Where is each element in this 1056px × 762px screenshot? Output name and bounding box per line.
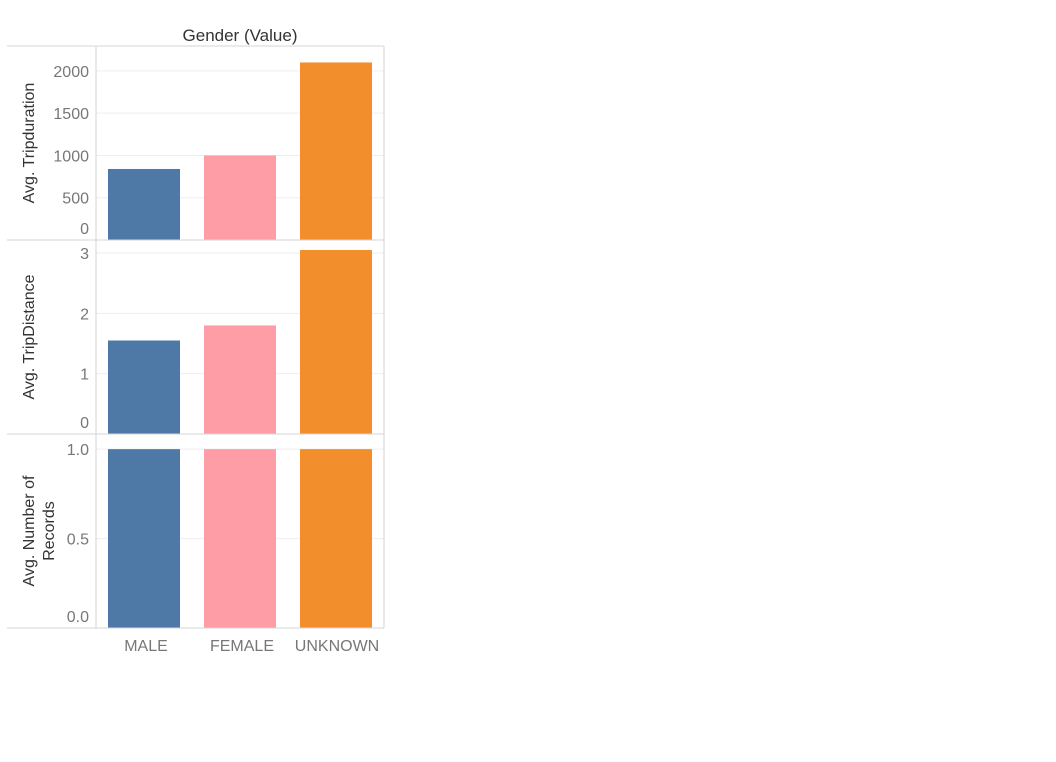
y-tick-label: 0 (80, 221, 89, 238)
x-tick-label-male: MALE (124, 638, 168, 655)
category-axis-labels: MALE FEMALE UNKNOWN (124, 638, 379, 655)
y-tick-label: 2 (80, 306, 89, 323)
column-header-title: Gender (Value) (183, 26, 298, 45)
y-tick-label: 0.5 (67, 532, 89, 549)
bar-unknown[interactable] (300, 250, 372, 434)
y-axis-title: Avg. Number of (21, 475, 38, 586)
y-tick-label: 500 (62, 191, 89, 208)
x-tick-label-unknown: UNKNOWN (295, 638, 379, 655)
bar-unknown[interactable] (300, 449, 372, 628)
y-tick-label: 1000 (53, 148, 89, 165)
y-tick-label: 1500 (53, 106, 89, 123)
y-tick-label: 1.0 (67, 442, 89, 459)
y-tick-label: 3 (80, 246, 89, 263)
y-tick-label: 2000 (53, 64, 89, 81)
bar-female[interactable] (204, 325, 276, 434)
y-axis-title: Records (41, 501, 58, 561)
x-tick-label-female: FEMALE (210, 638, 274, 655)
y-axis-title: Avg. Tripduration (21, 83, 38, 204)
panel-2: 0 1 2 3 Avg. TripDistance (7, 240, 385, 435)
y-tick-label: 0.0 (67, 609, 89, 626)
panel-1: 0 500 1000 1500 2000 Avg. Tripduration (7, 45, 385, 241)
bar-male[interactable] (108, 168, 180, 240)
bar-female[interactable] (204, 449, 276, 628)
chart-panels: 0 500 1000 1500 2000 Avg. Tripduration 0 1 2 3 Avg… (7, 45, 385, 629)
y-axis-title: Avg. TripDistance (21, 274, 38, 399)
bar-male[interactable] (108, 340, 180, 435)
y-tick-label: 0 (80, 415, 89, 432)
bar-unknown[interactable] (300, 62, 372, 240)
bar-male[interactable] (108, 449, 180, 628)
y-tick-label: 1 (80, 367, 89, 384)
bar-female[interactable] (204, 155, 276, 240)
panel-3: 0.0 0.5 1.0 Avg. Number of Records (7, 434, 385, 629)
